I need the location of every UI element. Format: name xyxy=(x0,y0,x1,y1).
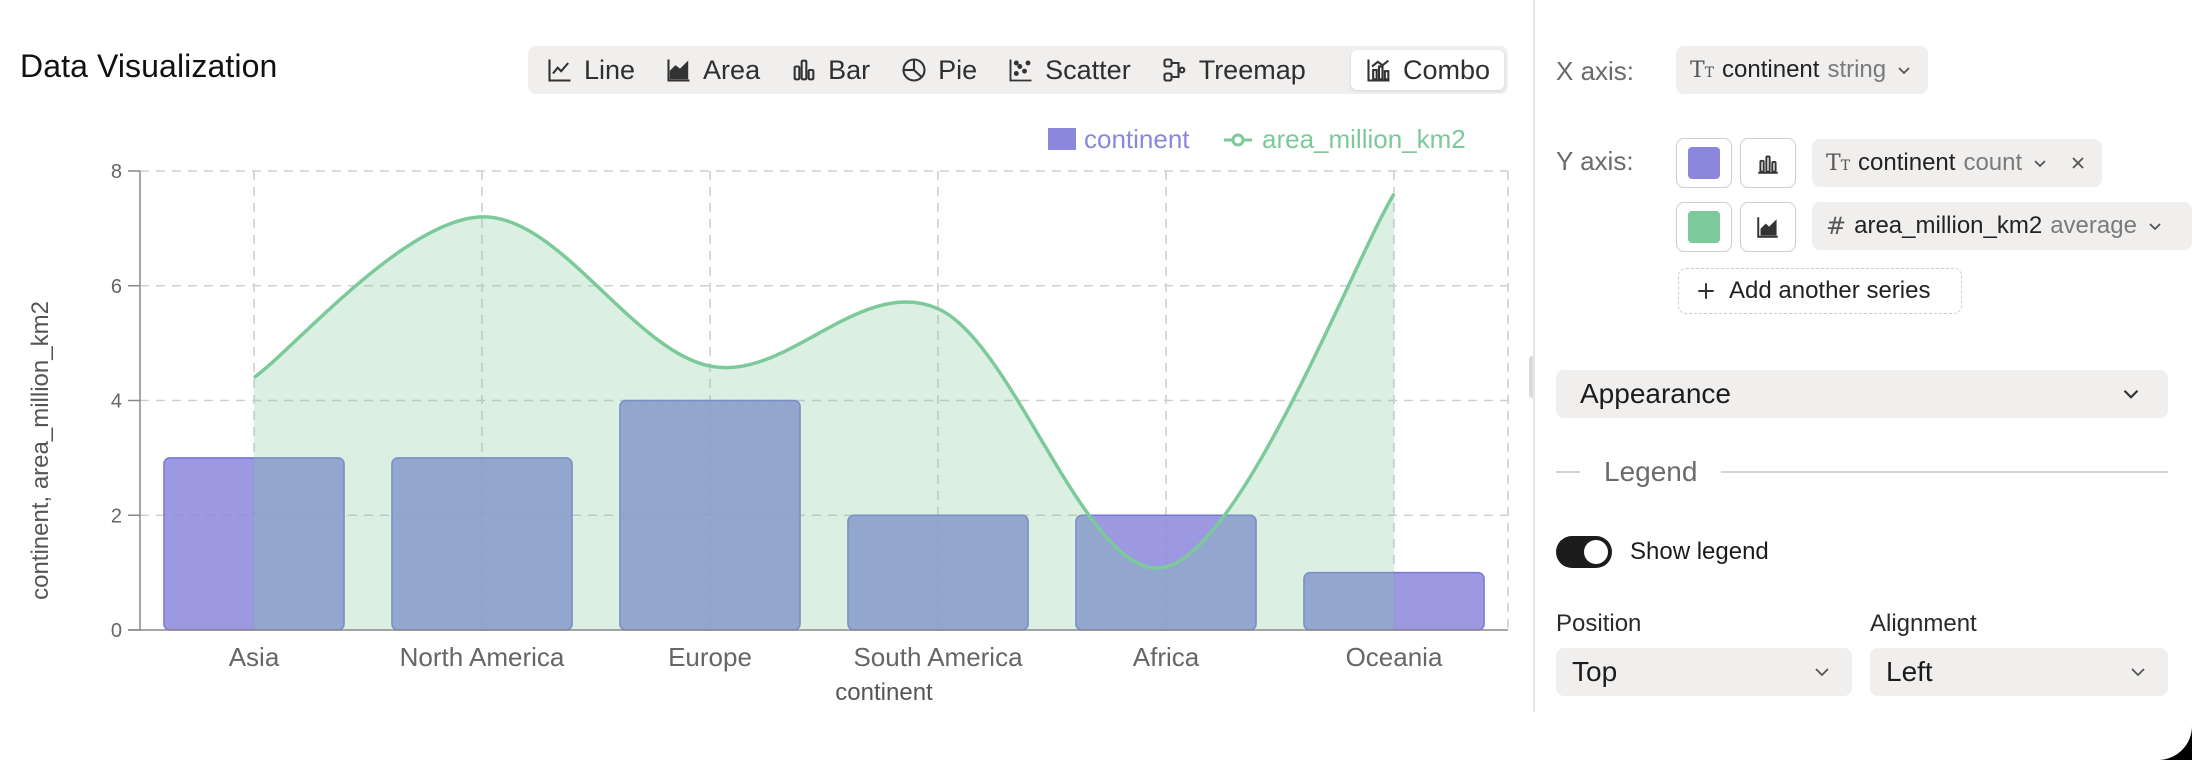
series-1-aggregation: count xyxy=(1963,149,2023,176)
tab-label: Scatter xyxy=(1045,54,1131,85)
series-1-color-button[interactable] xyxy=(1676,138,1732,188)
series-1-field: continent xyxy=(1858,149,1956,176)
series-2-chart-type-button[interactable] xyxy=(1740,202,1796,252)
bar-chart-icon xyxy=(1758,155,1778,174)
tab-label: Line xyxy=(584,54,636,85)
color-swatch xyxy=(1688,211,1720,243)
tab-label: Area xyxy=(703,54,761,85)
treemap-icon xyxy=(1163,58,1186,82)
legend-label: continent xyxy=(1084,124,1190,154)
series-2-color-button[interactable] xyxy=(1676,202,1732,252)
pie-chart-icon xyxy=(902,58,926,82)
tab-bar[interactable]: Bar xyxy=(776,50,884,90)
color-swatch xyxy=(1688,147,1720,179)
tab-area[interactable]: Area xyxy=(651,50,774,90)
legend-position-value: Top xyxy=(1572,656,1618,687)
combo-chart: 0 2 4 6 8 Asia North America Europe South Americ… xyxy=(27,124,1509,706)
x-tick-label: North America xyxy=(400,642,565,672)
legend-section-label: Legend xyxy=(1604,456,1698,487)
x-axis-title: continent xyxy=(835,679,933,706)
show-legend-toggle[interactable] xyxy=(1556,536,1612,568)
y-tick-label: 8 xyxy=(111,161,122,183)
page-title: Data Visualization xyxy=(20,48,278,84)
number-type-icon: # xyxy=(1826,212,1847,240)
y-tick-label: 6 xyxy=(111,276,122,298)
series-1-field-select[interactable]: TT continent count xyxy=(1812,139,2103,187)
x-tick-label: Oceania xyxy=(1346,642,1443,672)
add-series-label: Add another series xyxy=(1729,277,1931,304)
y-tick-label: 4 xyxy=(111,391,122,413)
tab-combo[interactable]: Combo xyxy=(1350,50,1504,90)
show-legend-row: Show legend xyxy=(1556,536,1769,568)
x-axis-field-type: string xyxy=(1827,56,1887,83)
x-axis-label: X axis: xyxy=(1556,56,1635,86)
chevron-down-icon xyxy=(2030,153,2050,173)
tab-label: Treemap xyxy=(1198,54,1306,85)
tab-scatter[interactable]: Scatter xyxy=(993,50,1145,90)
tab-treemap[interactable]: Treemap xyxy=(1147,50,1320,90)
chart-type-tabs: Line Area Bar Pie Scatter Treemap Combo xyxy=(528,46,1508,94)
legend-label: area_million_km2 xyxy=(1262,124,1466,154)
legend-swatch xyxy=(1048,128,1076,150)
x-tick-label: South America xyxy=(853,642,1023,672)
series-1-chart-type-button[interactable] xyxy=(1740,138,1796,188)
x-axis-field-select[interactable]: TT continent string xyxy=(1676,46,1929,94)
tab-line[interactable]: Line xyxy=(532,50,649,90)
chevron-down-icon xyxy=(2145,216,2165,236)
toggle-knob xyxy=(1584,540,1608,564)
legend-alignment-value: Left xyxy=(1886,656,1933,687)
plus-icon xyxy=(1695,280,1717,302)
x-tick-label: Asia xyxy=(229,642,280,672)
divider xyxy=(1556,471,1580,473)
divider xyxy=(1721,471,2168,473)
x-axis-field: continent xyxy=(1722,56,1820,83)
show-legend-label: Show legend xyxy=(1630,538,1769,565)
y-tick-label: 2 xyxy=(111,505,122,527)
panel-resize-handle[interactable] xyxy=(1529,356,1535,398)
alignment-label: Alignment xyxy=(1870,610,1977,637)
area-chart-icon xyxy=(1757,217,1778,238)
text-type-icon: TT xyxy=(1690,57,1715,83)
area-fill xyxy=(254,193,1394,630)
area-chart-icon xyxy=(667,59,690,82)
appearance-label: Appearance xyxy=(1580,378,1732,409)
series-2-field: area_million_km2 xyxy=(1854,212,2043,239)
tab-pie[interactable]: Pie xyxy=(886,50,991,90)
combo-chart-icon xyxy=(1367,59,1390,82)
tab-label: Bar xyxy=(828,54,871,85)
y-axis-label: Y axis: xyxy=(1556,146,1634,176)
legend-alignment-select[interactable]: Left xyxy=(1870,648,2168,696)
x-tick-label: Europe xyxy=(668,642,752,672)
bar-chart-icon xyxy=(793,59,815,81)
area-line xyxy=(252,193,1396,570)
chevron-down-icon xyxy=(1815,668,1829,677)
add-series-button[interactable]: Add another series xyxy=(1678,268,1962,314)
y-tick-label: 0 xyxy=(111,620,122,642)
series-2-field-select[interactable]: # area_million_km2 average xyxy=(1812,202,2192,250)
chevron-down-icon xyxy=(1894,60,1914,80)
appearance-section-toggle[interactable]: Appearance xyxy=(1556,370,2168,418)
text-type-icon: TT xyxy=(1826,150,1851,176)
position-label: Position xyxy=(1556,610,1642,637)
tab-label: Pie xyxy=(938,54,978,85)
legend-marker xyxy=(1231,133,1245,147)
series-2-aggregation: average xyxy=(2050,212,2137,239)
close-icon[interactable] xyxy=(2068,153,2088,173)
legend-section-header: Legend xyxy=(1556,456,2168,488)
y-axis-title: continent, area_million_km2 xyxy=(27,301,54,600)
legend-position-select[interactable]: Top xyxy=(1556,648,1852,696)
panel-divider xyxy=(1533,0,1535,712)
chevron-down-icon xyxy=(2123,389,2139,399)
line-chart-icon xyxy=(548,59,571,82)
x-tick-label: Africa xyxy=(1133,642,1200,672)
tab-label: Combo xyxy=(1402,54,1490,85)
chevron-down-icon xyxy=(2131,668,2145,677)
scatter-chart-icon xyxy=(1009,59,1032,82)
